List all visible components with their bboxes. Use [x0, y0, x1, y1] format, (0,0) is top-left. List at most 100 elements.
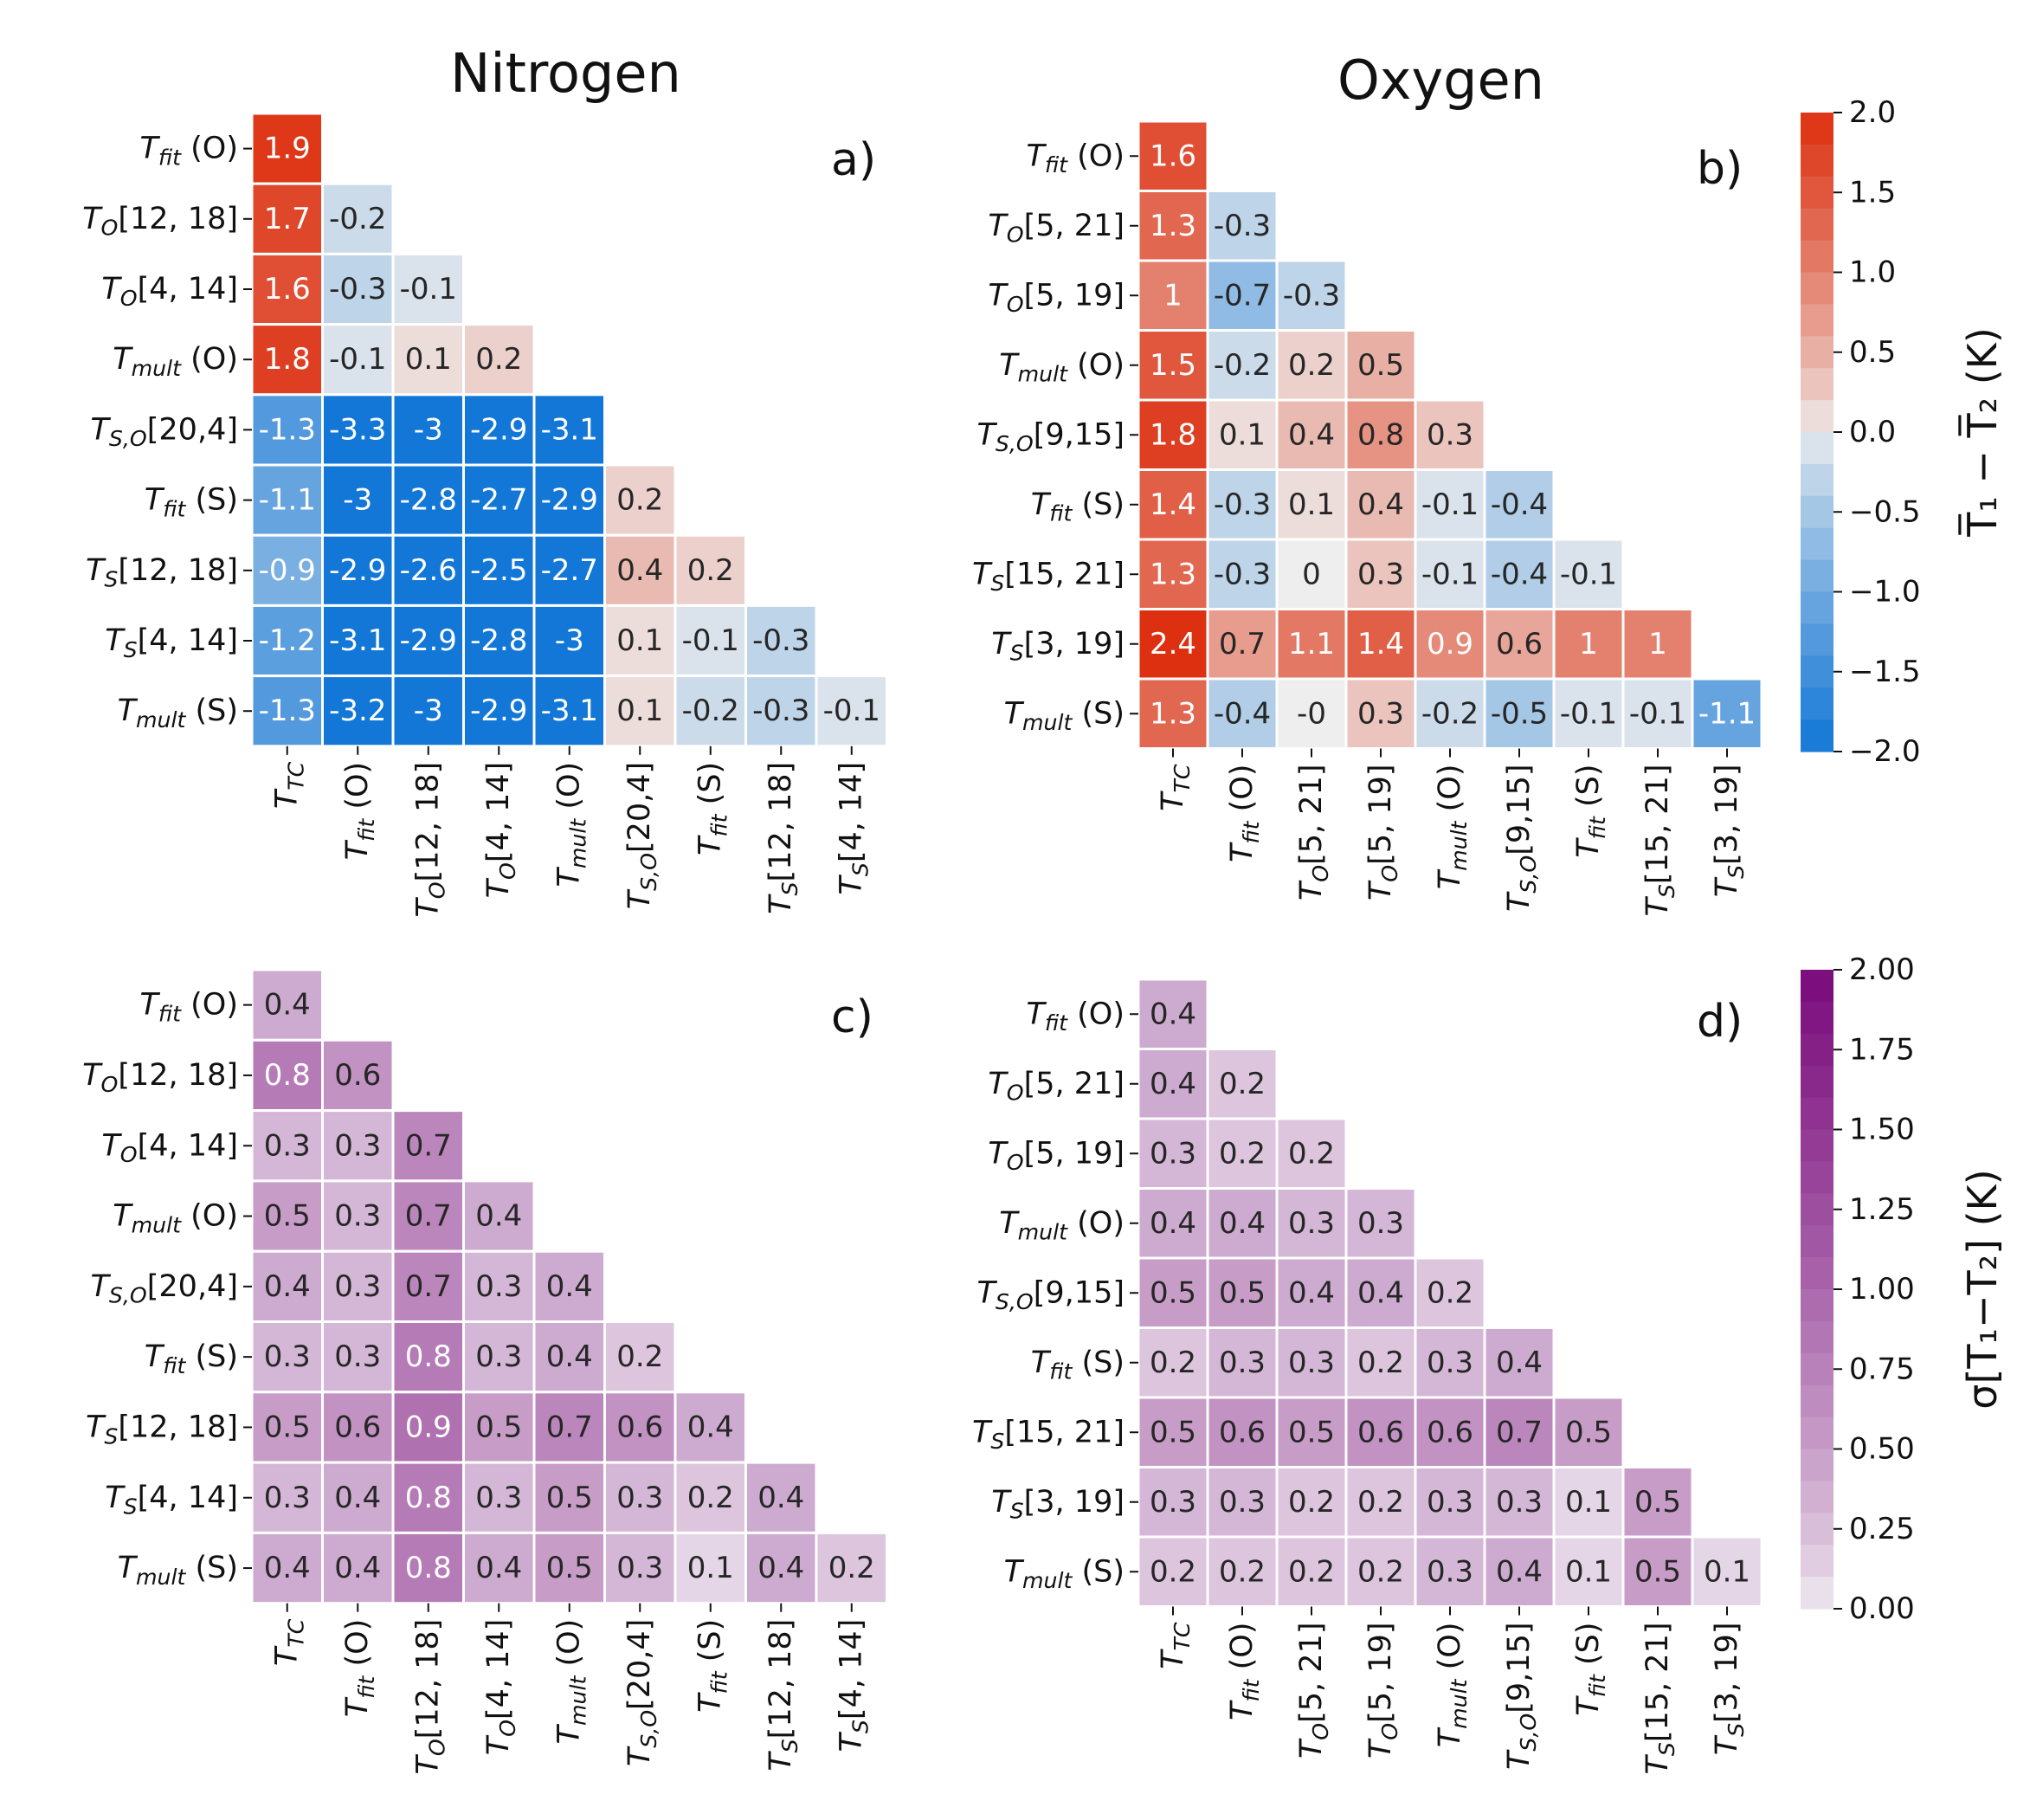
colorbar-segment: [1801, 1097, 1833, 1131]
heatmap-cell: [603, 674, 677, 748]
colorbar-segment: [1801, 1545, 1833, 1578]
colorbar-segment: [1801, 463, 1833, 497]
heatmap-cell: [321, 323, 395, 397]
cell-value-label: 0.2: [1219, 1136, 1266, 1171]
y-tick-label: TO[5, 19]: [988, 278, 1125, 316]
y-tick-label: Tmult (S): [1004, 696, 1125, 734]
cell-value-label: -0.4: [1214, 696, 1271, 731]
cell-value-label: -0.7: [1214, 278, 1271, 313]
x-tick-label: TO[5, 21]: [1294, 1623, 1332, 1759]
heatmap-cell: [391, 1109, 465, 1183]
cell-value-label: 0.3: [1496, 1485, 1543, 1520]
y-tick-label: TS[3, 19]: [991, 1485, 1125, 1523]
cell-value-label: 0.4: [334, 1481, 381, 1515]
heatmap-cell: [321, 182, 395, 255]
heatmap-panel-d: 0.4 0.4 0.2 0.3 0.2 0.2 0.4 0.4 0.3 0.3 0.5 0.5 0.4 0…: [972, 978, 1763, 1775]
heatmap-cell: [462, 393, 536, 467]
heatmap-cell: [321, 1179, 395, 1253]
cell-value-label: -2.8: [400, 483, 457, 518]
cell-value-label: 0.1: [1565, 1554, 1612, 1589]
cell-value-label: -0.4: [1491, 487, 1548, 522]
colorbar-tick-label: 2.00: [1849, 952, 1915, 987]
x-tick-label: TTC: [270, 1618, 308, 1666]
cell-value-label: 0.2: [1288, 348, 1335, 383]
heatmap-cell: [1206, 468, 1279, 541]
cell-value-label: -1.1: [259, 483, 316, 518]
cell-value-label: -0.9: [259, 553, 316, 588]
cell-value-label: -2.9: [470, 694, 527, 728]
colorbar-label: σ[T₁−T₂] (K): [1959, 1169, 2006, 1409]
y-tick-label: TS[12, 18]: [86, 553, 238, 591]
heatmap-cell: [1621, 677, 1694, 750]
colorbar-segment: [1801, 623, 1833, 656]
cell-value-label: -1.1: [1698, 696, 1756, 731]
y-tick-label: Tfit (S): [145, 483, 238, 521]
colorbar-segment: [1801, 591, 1833, 624]
heatmap-cell: [391, 463, 465, 537]
cell-value-label: -2.7: [541, 553, 598, 588]
cell-value-label: 0.4: [264, 1269, 311, 1304]
heatmap-cell: [1206, 259, 1279, 332]
cell-value-label: -2.9: [541, 483, 598, 518]
heatmap-cell: [1137, 190, 1209, 262]
heatmap-panel-a: 1.9 1.7 -0.2 1.6 -0.3 -0.1 1.8 -0.1 0.1 0.2 -1.3 -3…: [82, 112, 888, 918]
colorbar-segment: [1801, 144, 1833, 177]
y-tick-label: Tmult (S): [1004, 1554, 1125, 1592]
x-tick-label: TO[12, 18]: [411, 762, 449, 918]
x-tick-label: TS[12, 18]: [764, 762, 802, 914]
cell-value-label: 0.2: [1150, 1346, 1196, 1380]
heatmap-cell: [321, 533, 395, 607]
cell-value-label: 0.3: [334, 1128, 381, 1163]
colorbar-segment: [1801, 1417, 1833, 1450]
cell-value-label: 0.3: [616, 1551, 663, 1585]
cell-value-label: 0.2: [687, 553, 734, 588]
colorbar-segment: [1801, 1577, 1833, 1610]
heatmap-cell: [1137, 329, 1209, 402]
heatmap-cell: [603, 463, 677, 537]
cell-value-label: 1.6: [264, 272, 311, 307]
colorbar-segment: [1801, 495, 1833, 529]
heatmap-cell: [1206, 1256, 1279, 1329]
heatmap-cell: [321, 674, 395, 748]
y-tick-label: TO[4, 14]: [101, 1128, 238, 1166]
cell-value-label: -0.1: [1560, 557, 1617, 591]
cell-value-label: 0.3: [1357, 557, 1404, 591]
cell-value-label: 0.3: [1150, 1485, 1196, 1520]
cell-value-label: -3.3: [329, 412, 386, 447]
cell-value-label: 0.5: [1288, 1415, 1335, 1449]
x-tick-label: TO[4, 14]: [481, 1619, 519, 1756]
y-tick-label: TO[5, 21]: [988, 1067, 1125, 1105]
cell-value-label: -0.1: [400, 272, 457, 307]
cell-value-label: 1.5: [1150, 348, 1196, 383]
cell-value-label: 0.4: [1219, 1206, 1266, 1241]
cell-value-label: 0.6: [334, 1058, 381, 1093]
colorbar-tick-label: −2.0: [1849, 734, 1921, 769]
cell-value-label: 0.3: [1427, 1485, 1473, 1520]
y-tick-label: Tfit (O): [1026, 997, 1125, 1035]
heatmap-cell: [744, 603, 818, 678]
colorbar-segment: [1801, 720, 1833, 752]
heatmap-cell: [1275, 1396, 1348, 1468]
heatmap-cell: [391, 603, 465, 678]
colorbar-sequential: 2.00 1.75 1.50 1.25 1.00 0.75 0.50 0.25 0.00 σ[T₁…: [1801, 952, 2006, 1626]
cell-value-label: -3: [414, 412, 443, 447]
heatmap-cell: [603, 1391, 677, 1464]
y-tick-label: Tmult (O): [113, 342, 238, 380]
cell-value-label: -0.1: [329, 342, 386, 377]
cell-value-label: 0.4: [757, 1551, 804, 1585]
cell-value-label: 0.2: [828, 1551, 875, 1585]
cell-value-label: 0: [1302, 557, 1321, 591]
heatmap-cell: [1275, 398, 1348, 471]
cell-value-label: 0.8: [1357, 417, 1404, 452]
cell-value-label: 0.4: [475, 1551, 522, 1585]
heatmap-cell: [321, 603, 395, 678]
colorbar-segment: [1801, 1257, 1833, 1290]
cell-value-label: 0.4: [1288, 1275, 1335, 1310]
heatmap-cell: [1414, 1466, 1486, 1539]
x-tick-label: Tfit (S): [693, 762, 731, 855]
cell-value-label: -0.1: [1421, 487, 1479, 522]
heatmap-cell: [1691, 1535, 1763, 1608]
y-tick-label: TS[4, 14]: [105, 1481, 238, 1519]
heatmap-cell: [1275, 1326, 1348, 1399]
cell-value-label: 1.8: [264, 342, 311, 377]
